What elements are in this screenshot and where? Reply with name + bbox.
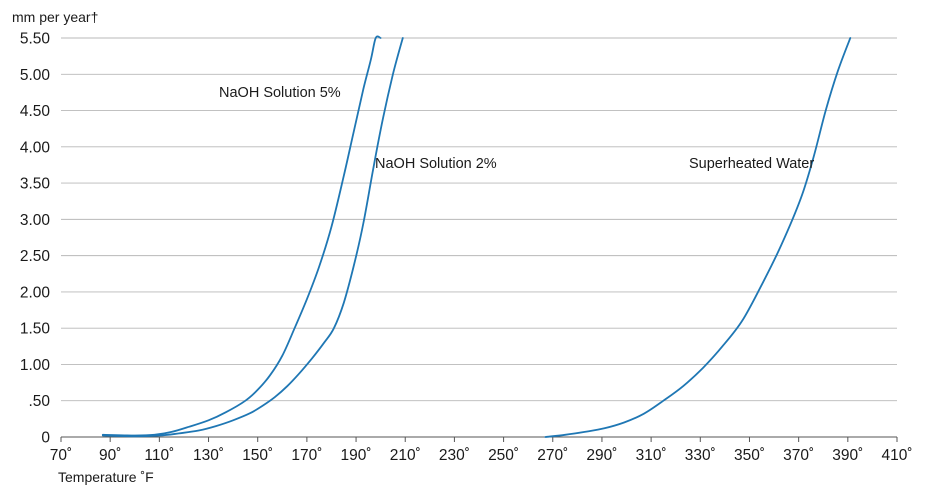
grid-lines (61, 37, 897, 402)
x-tick-labels: 70˚ 90˚ 110˚ 130˚ 150˚ 170˚ 190˚ 210˚ 230˚ 250˚ 27… (50, 447, 913, 464)
x-axis-label: Temperature ˚F (58, 469, 154, 485)
y-tick-label: 5.50 (20, 31, 51, 48)
y-tick-labels: 0 .50 1.00 1.50 2.00 2.50 3.00 3.50 4.00 4.50 5.00… (20, 31, 51, 447)
x-tick-label: 330˚ (685, 447, 716, 464)
axes (60, 436, 898, 442)
y-tick-label: 0 (41, 430, 50, 447)
x-tick-label: 310˚ (636, 447, 667, 464)
x-tick-label: 150˚ (242, 447, 273, 464)
x-tick-label: 210˚ (390, 447, 421, 464)
y-tick-label: 3.00 (20, 212, 51, 229)
annotation-naoh-2: NaOH Solution 2% (375, 156, 497, 172)
annotation-superheated-water: Superheated Water (689, 156, 814, 172)
y-tick-label: .50 (28, 393, 50, 410)
data-series (101, 35, 852, 438)
x-tick-label: 350˚ (734, 447, 765, 464)
x-tick-label: 270˚ (537, 447, 568, 464)
series-line-1 (101, 37, 404, 438)
x-tick-label: 410˚ (881, 447, 912, 464)
x-tick-label: 90˚ (99, 447, 121, 464)
series-annotations: NaOH Solution 5% NaOH Solution 2% Superhea… (219, 85, 814, 172)
x-tick-label: 370˚ (783, 447, 814, 464)
x-tick-label: 250˚ (488, 447, 519, 464)
x-tick-label: 290˚ (586, 447, 617, 464)
x-tick-label: 230˚ (439, 447, 470, 464)
x-tick-label: 390˚ (832, 447, 863, 464)
y-tick-label: 1.50 (20, 321, 51, 338)
y-axis-label: mm per year† (12, 9, 98, 25)
y-tick-label: 5.00 (20, 67, 51, 84)
x-tick-label: 70˚ (50, 447, 72, 464)
series-line-2 (544, 37, 852, 438)
series-line-0 (101, 35, 382, 437)
x-tick-label: 190˚ (341, 447, 372, 464)
y-tick-label: 3.50 (20, 176, 51, 193)
x-tick-label: 110˚ (144, 447, 174, 464)
y-tick-label: 4.00 (20, 139, 51, 156)
x-tick-label: 170˚ (291, 447, 322, 464)
y-tick-label: 1.00 (20, 357, 51, 374)
y-tick-label: 4.50 (20, 103, 51, 120)
y-tick-label: 2.50 (20, 248, 51, 265)
y-tick-label: 2.00 (20, 284, 51, 301)
x-tick-label: 130˚ (193, 447, 224, 464)
annotation-naoh-5: NaOH Solution 5% (219, 85, 341, 101)
